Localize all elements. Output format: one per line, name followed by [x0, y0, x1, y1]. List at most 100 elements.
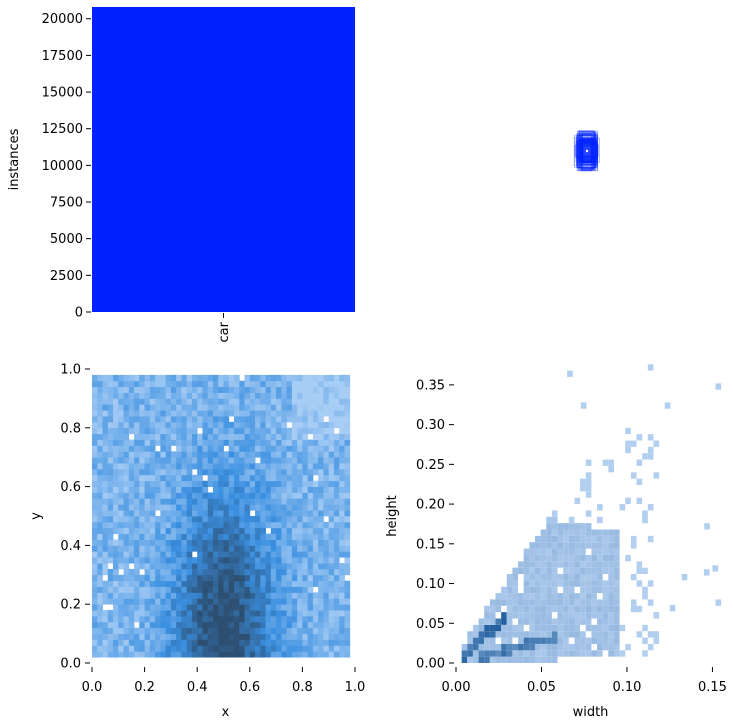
heatmap-cell — [506, 605, 513, 613]
heatmap-cell — [191, 510, 198, 517]
heatmap-cell — [176, 551, 182, 558]
heatmap-cell — [149, 586, 156, 593]
heatmap-cell — [186, 404, 193, 411]
heatmap-cell — [234, 621, 240, 629]
heatmap-cell — [239, 451, 245, 458]
heatmap-cell — [265, 504, 272, 511]
heatmap-cell — [249, 410, 256, 417]
heatmap-cell — [107, 463, 114, 470]
heatmap-cell — [281, 563, 288, 570]
heatmap-cell — [307, 439, 314, 446]
heatmap-cell — [297, 580, 303, 587]
heatmap-cell — [291, 592, 298, 599]
heatmap-cell — [113, 651, 119, 658]
heatmap-cell — [323, 380, 330, 388]
heatmap-cell — [228, 580, 235, 587]
heatmap-cell — [244, 468, 251, 476]
heatmap-cell — [144, 492, 151, 499]
heatmap-cell — [170, 545, 177, 552]
heatmap-cell — [186, 433, 193, 440]
heatmap-cell — [160, 651, 167, 658]
heatmap-cell — [97, 615, 103, 623]
heatmap-cell — [591, 593, 598, 600]
heatmap-cell — [307, 557, 314, 564]
heatmap-cell — [207, 516, 214, 523]
heatmap-cell — [202, 645, 209, 652]
heatmap-cell — [591, 612, 598, 619]
heatmap-cell — [160, 451, 167, 458]
heatmap-cell — [339, 457, 345, 464]
heatmap-cell — [113, 421, 119, 429]
heatmap-cell — [160, 380, 167, 388]
heatmap-cell — [134, 445, 140, 452]
heatmap-cell — [270, 533, 277, 540]
heatmap-cell — [265, 480, 272, 487]
heatmap-cell — [484, 650, 490, 657]
heatmap-cell — [302, 398, 309, 405]
heatmap-cell — [642, 650, 648, 657]
heatmap-cell — [181, 592, 188, 599]
heatmap-cell — [312, 380, 319, 388]
heatmap-cell — [260, 468, 266, 476]
heatmap-cell — [92, 463, 98, 470]
heatmap-cell — [302, 427, 309, 435]
heatmap-cell — [265, 445, 272, 452]
heatmap-cell — [239, 651, 245, 658]
heatmap-cell — [144, 521, 151, 529]
heatmap-cell — [149, 615, 156, 623]
heatmap-cell — [255, 421, 261, 429]
heatmap-cell — [344, 645, 351, 652]
heatmap-cell — [123, 574, 130, 582]
heatmap-cell — [186, 486, 193, 493]
heatmap-cell — [291, 586, 298, 593]
heatmap-cell — [302, 633, 309, 640]
heatmap-cell — [501, 593, 507, 600]
heatmap-cell — [597, 567, 603, 575]
heatmap-cell — [328, 539, 335, 546]
heatmap-cell — [113, 592, 119, 599]
heatmap-cell — [186, 615, 193, 623]
heatmap-cell — [212, 592, 219, 599]
heatmap-cell — [128, 457, 135, 464]
heatmap-cell — [529, 554, 535, 562]
heatmap-cell — [281, 521, 288, 529]
heatmap-cell — [218, 598, 224, 605]
heatmap-cell — [191, 645, 198, 652]
heatmap-cell — [207, 480, 214, 487]
heatmap-cell — [501, 586, 507, 594]
heatmap-cell — [107, 574, 114, 582]
heatmap-cell — [212, 504, 219, 511]
heatmap-cell — [234, 592, 240, 599]
heatmap-cell — [144, 621, 151, 629]
heatmap-cell — [276, 374, 282, 382]
heatmap-cell — [139, 651, 145, 658]
heatmap-cell — [207, 451, 214, 458]
heatmap-cell — [302, 445, 309, 452]
heatmap-cell — [118, 633, 124, 640]
heatmap-cell — [170, 404, 177, 411]
heatmap-cell — [591, 637, 598, 644]
heatmap-cell — [186, 474, 193, 482]
heatmap-cell — [307, 527, 314, 535]
heatmap-cell — [139, 416, 145, 423]
heatmap-cell — [265, 533, 272, 540]
heatmap-cell — [191, 480, 198, 487]
heatmap-cell — [249, 527, 256, 535]
heatmap-cell — [160, 457, 167, 464]
heatmap-cell — [318, 610, 324, 617]
heatmap-cell — [123, 463, 130, 470]
heatmap-cell — [239, 410, 245, 417]
heatmap-cell — [642, 567, 648, 575]
x-tick-label: 0.2 — [134, 680, 155, 695]
heatmap-cell — [244, 592, 251, 599]
heatmap-cell — [181, 545, 188, 552]
heatmap-cell — [318, 486, 324, 493]
heatmap-cell — [265, 474, 272, 482]
heatmap-cell — [546, 554, 552, 562]
heatmap-cell — [249, 621, 256, 629]
heatmap-cell — [328, 568, 335, 576]
heatmap-cell — [102, 586, 109, 593]
heatmap-cell — [244, 521, 251, 529]
heatmap-cell — [344, 551, 351, 558]
heatmap-cell — [128, 592, 135, 599]
